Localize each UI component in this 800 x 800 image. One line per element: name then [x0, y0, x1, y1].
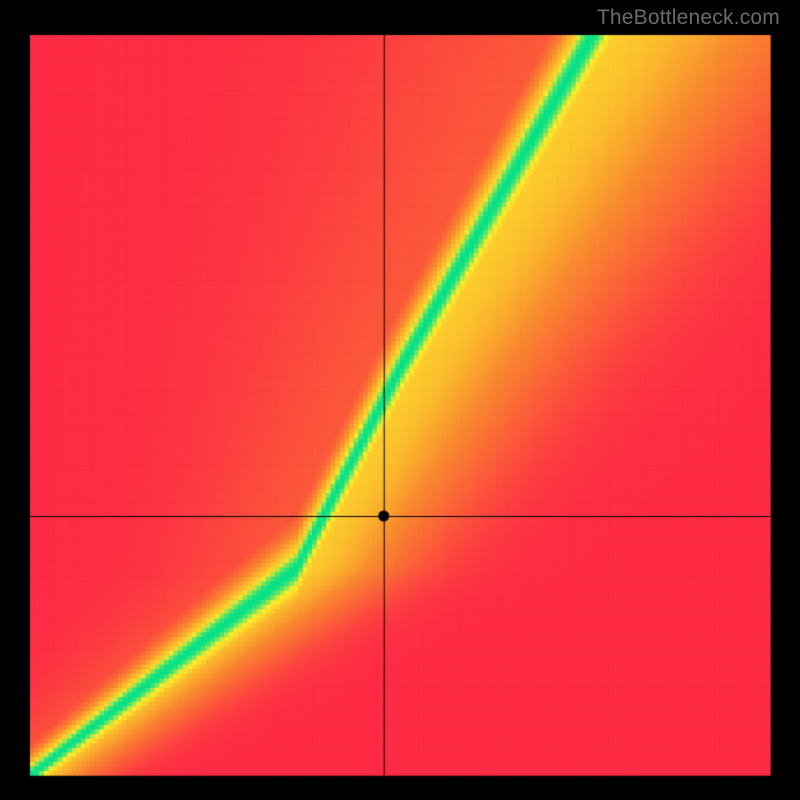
watermark-text: TheBottleneck.com [597, 6, 780, 30]
bottleneck-heatmap [0, 0, 800, 800]
chart-container: TheBottleneck.com [0, 0, 800, 800]
